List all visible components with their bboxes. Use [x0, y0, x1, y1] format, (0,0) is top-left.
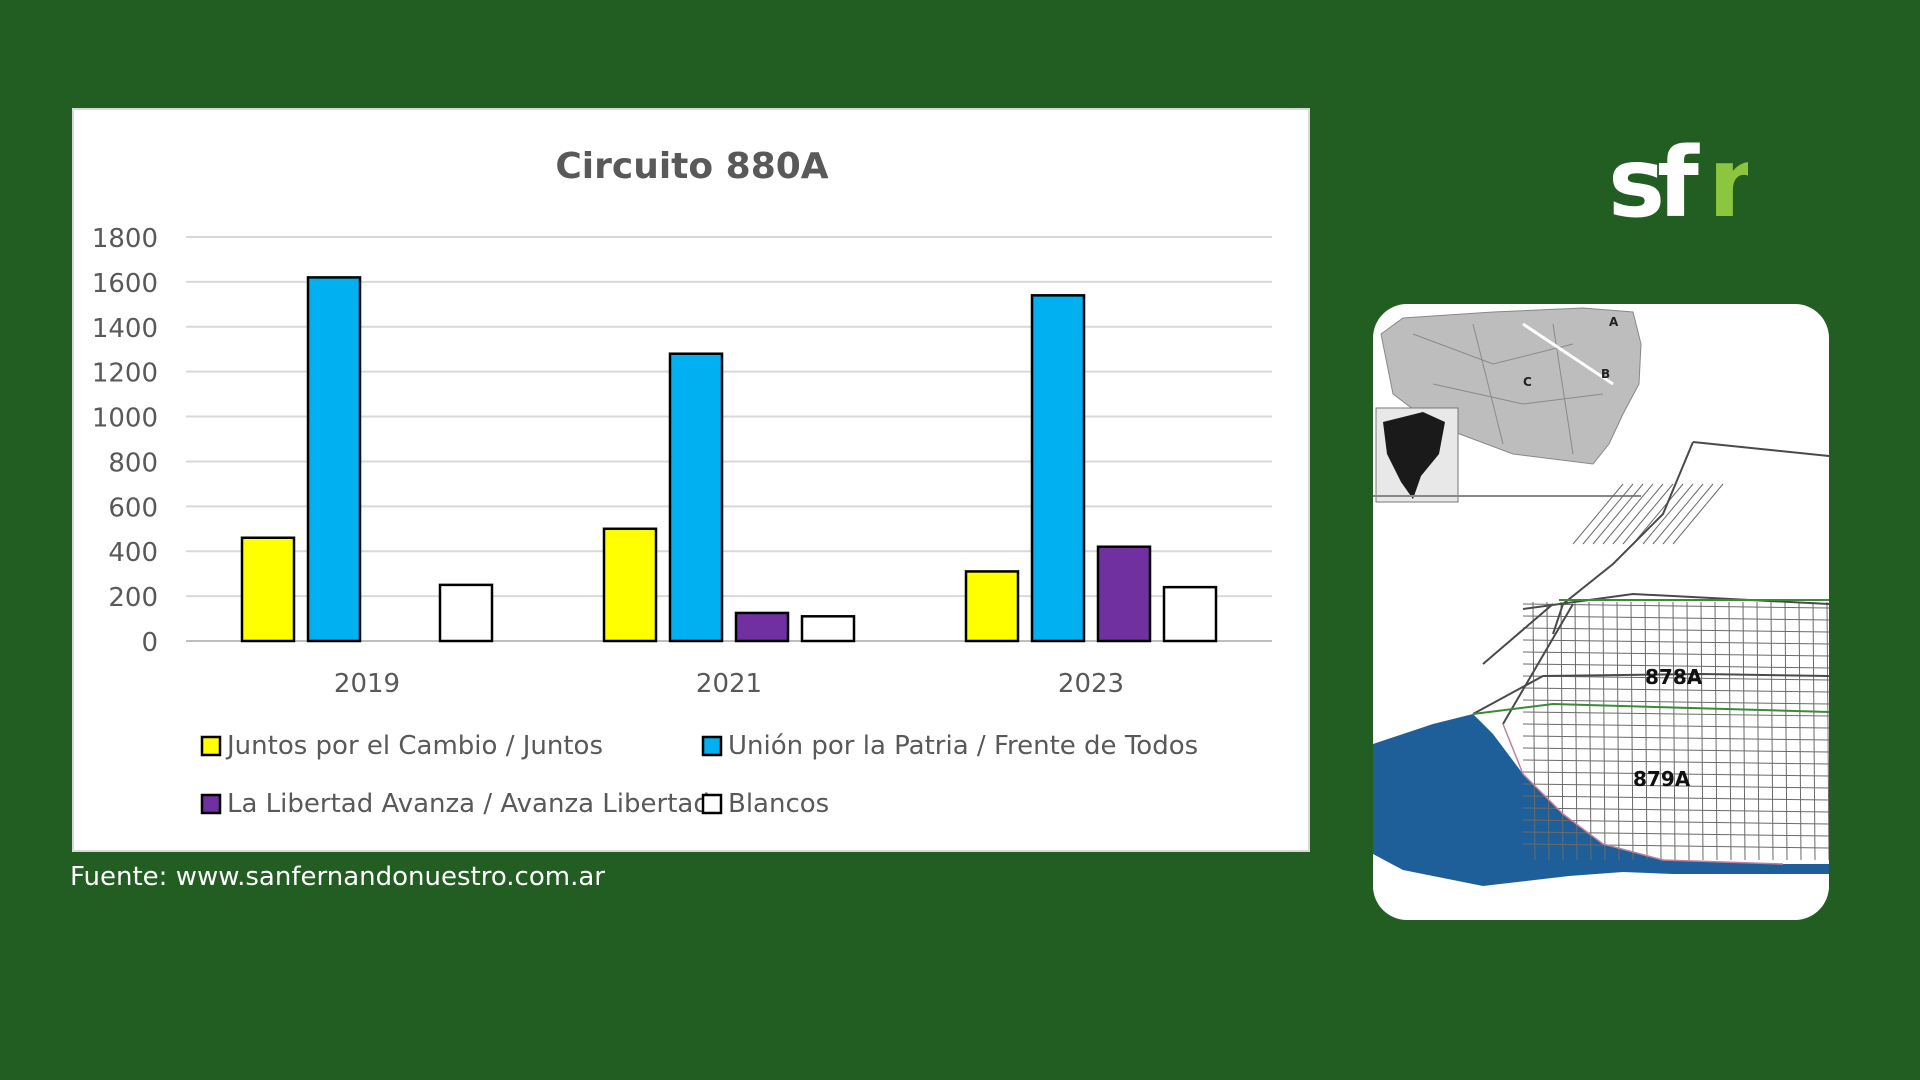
svg-text:B: B: [1601, 367, 1610, 381]
bar: [964, 570, 1020, 643]
bar: [800, 615, 856, 643]
y-tick-label: 400: [108, 538, 158, 568]
map-card: A B C 878A 879A: [1373, 304, 1829, 920]
bar: [1030, 294, 1086, 643]
y-tick-label: 1800: [92, 224, 158, 254]
bar: [1096, 545, 1152, 643]
water-area: [1373, 714, 1829, 886]
district-map: A B C 878A 879A: [1373, 307, 1829, 886]
legend-swatch: [701, 735, 723, 757]
map-label-878a: 878A: [1645, 665, 1703, 689]
y-tick-label: 600: [108, 493, 158, 523]
legend-swatch: [200, 735, 222, 757]
x-tick-label: 2023: [1058, 669, 1124, 699]
svg-text:C: C: [1523, 375, 1532, 389]
inset-map: A B C: [1373, 307, 1642, 503]
legend-label: Blancos: [728, 789, 829, 819]
legend-label: La Libertad Avanza / Avanza Libertad: [227, 789, 710, 819]
y-tick-label: 1000: [92, 404, 158, 434]
y-tick-label: 800: [108, 448, 158, 478]
y-tick-label: 1600: [92, 269, 158, 299]
sfn-logo: sf n: [1608, 132, 1748, 228]
y-tick-label: 200: [108, 583, 158, 613]
y-tick-label: 1200: [92, 359, 158, 389]
bar: [240, 536, 296, 643]
x-tick-label: 2021: [696, 669, 762, 699]
bar: [1162, 585, 1218, 643]
x-tick-label: 2019: [334, 669, 400, 699]
y-tick-label: 0: [141, 628, 158, 658]
source-note: Fuente: www.sanfernandonuestro.com.ar: [70, 862, 605, 892]
bar: [602, 527, 658, 643]
bar: [668, 352, 724, 643]
bar: [306, 276, 362, 643]
y-tick-label: 1400: [92, 314, 158, 344]
bar: [438, 583, 494, 643]
bar-chart: Circuito 880A 0 200 400 600 800 1000 1200 1400 1…: [92, 146, 1272, 819]
map-label-879a: 879A: [1633, 767, 1691, 791]
legend-swatch: [701, 793, 723, 815]
legend-label: Juntos por el Cambio / Juntos: [225, 731, 603, 761]
svg-text:n: n: [1708, 132, 1748, 228]
legend-swatch: [200, 793, 222, 815]
svg-text:A: A: [1609, 315, 1619, 329]
svg-text:sf: sf: [1608, 132, 1700, 228]
chart-panel: Circuito 880A 0 200 400 600 800 1000 1200 1400 1…: [72, 108, 1310, 852]
street-grid: [1522, 483, 1829, 861]
bar: [734, 611, 790, 643]
chart-title: Circuito 880A: [555, 146, 828, 187]
legend-label: Unión por la Patria / Frente de Todos: [728, 731, 1198, 761]
